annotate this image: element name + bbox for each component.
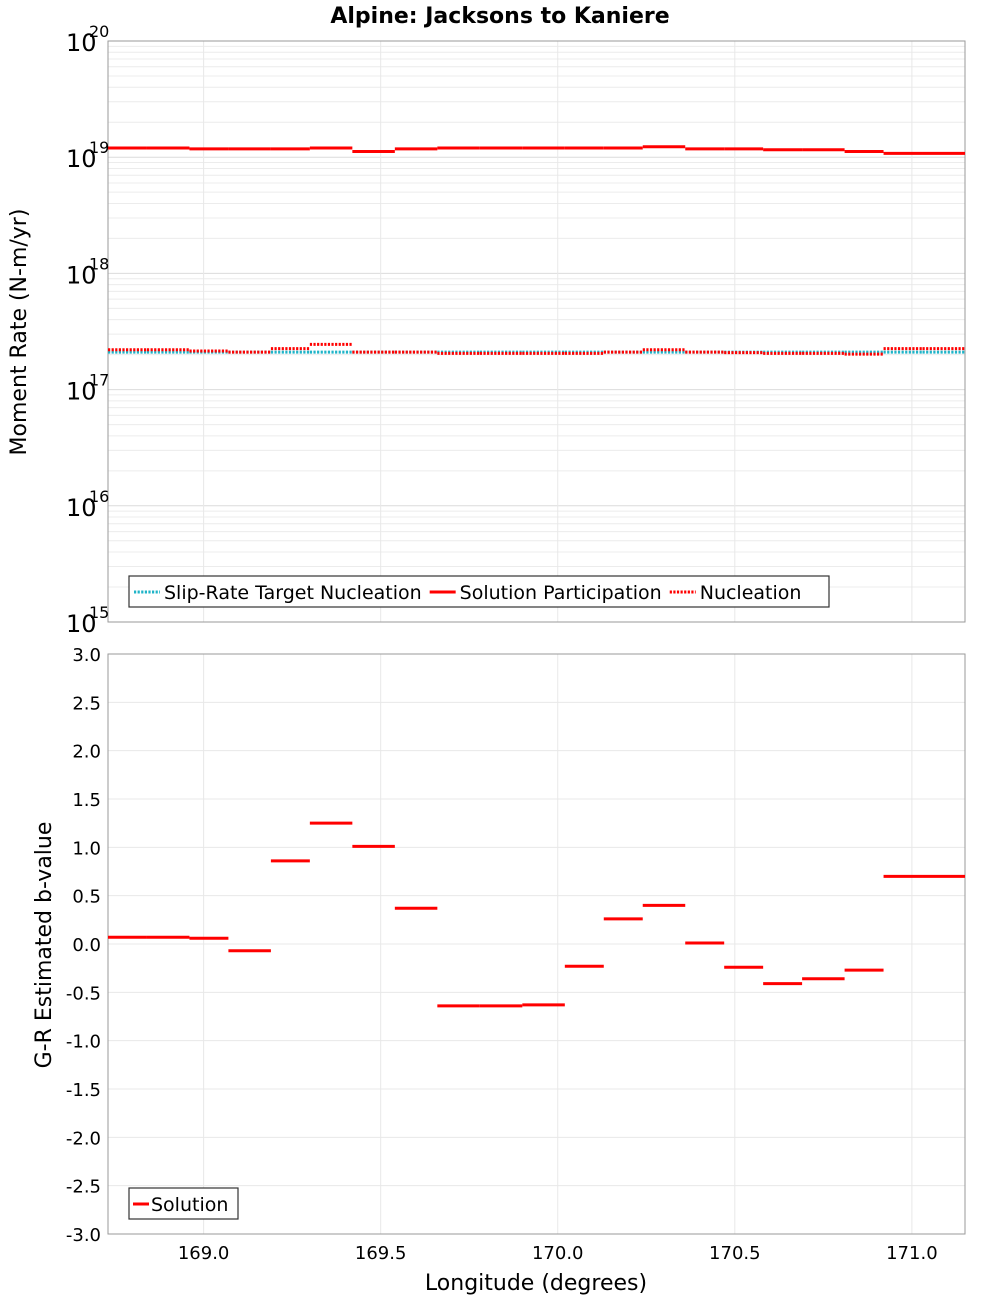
- x-tick-label: 170.5: [709, 1243, 761, 1264]
- legend-label: Solution: [151, 1194, 228, 1216]
- x-tick-label: 170.0: [532, 1243, 584, 1264]
- series-nucleation: [108, 342, 965, 356]
- top-plot-legend: Slip-Rate Target Nucleation Solution Part…: [128, 575, 830, 608]
- y-tick-label-base: 10: [66, 29, 97, 57]
- y-tick-label-exponent: 19: [89, 138, 109, 157]
- y-tick-label-base: 10: [66, 145, 97, 173]
- top-plot-series: [108, 145, 965, 356]
- top-y-axis-label: Moment Rate (N-m/yr): [7, 209, 32, 456]
- x-tick-label: 169.0: [178, 1243, 230, 1264]
- y-tick-label: -2.5: [66, 1177, 101, 1198]
- y-tick-label-base: 10: [66, 610, 97, 638]
- y-tick-label: 0.5: [72, 887, 101, 908]
- bottom-y-axis-label: G-R Estimated b-value: [32, 822, 57, 1069]
- x-tick-label: 171.0: [886, 1243, 938, 1264]
- x-axis-label: Longitude (degrees): [425, 1271, 647, 1296]
- y-tick-label: -2.0: [66, 1128, 101, 1149]
- y-tick-label-exponent: 18: [89, 254, 109, 273]
- y-tick-label: -0.5: [66, 983, 101, 1004]
- series-solution: [108, 821, 965, 1008]
- legend-label: Slip-Rate Target Nucleation: [164, 582, 422, 604]
- y-tick-label: -3.0: [66, 1225, 101, 1246]
- top-plot-frame: [107, 40, 966, 623]
- y-tick-label: 2.0: [72, 742, 101, 763]
- legend-label: Nucleation: [700, 582, 802, 604]
- y-tick-label: 0.0: [72, 935, 101, 956]
- y-tick-label-exponent: 20: [89, 22, 109, 41]
- chart-title: Alpine: Jacksons to Kaniere: [330, 4, 669, 29]
- x-tick-label: 169.5: [355, 1243, 407, 1264]
- bottom-plot-gridlines: [108, 653, 965, 1235]
- y-tick-label: 2.5: [72, 693, 101, 714]
- bottom-plot-y-ticks: 3.0 2.5 2.0 1.5 1.0 0.5 0.0 -0.5 -1.0 -1.5 -2.0 -2.…: [66, 645, 101, 1246]
- y-tick-label: -1.0: [66, 1032, 101, 1053]
- bottom-plot-series: [108, 821, 965, 1008]
- legend-label: Solution Participation: [460, 582, 662, 604]
- bottom-plot-legend: Solution: [128, 1187, 239, 1220]
- y-tick-label-base: 10: [66, 261, 97, 289]
- y-tick-label: 1.5: [72, 790, 101, 811]
- top-plot-gridlines: [108, 41, 965, 623]
- legend-box: [128, 575, 830, 608]
- y-tick-label-base: 10: [66, 494, 97, 522]
- y-tick-label: -1.5: [66, 1080, 101, 1101]
- series-solution-participation: [108, 145, 965, 155]
- y-tick-label-exponent: 16: [89, 487, 109, 506]
- y-tick-label-base: 10: [66, 378, 97, 406]
- y-tick-label: 3.0: [72, 645, 101, 666]
- y-tick-label-exponent: 17: [89, 371, 109, 390]
- y-tick-label: 1.0: [72, 838, 101, 859]
- bottom-plot-x-ticks: 169.0 169.5 170.0 170.5 171.0: [178, 1243, 938, 1264]
- bottom-plot-frame: [107, 653, 966, 1235]
- y-tick-label-exponent: 15: [89, 603, 109, 622]
